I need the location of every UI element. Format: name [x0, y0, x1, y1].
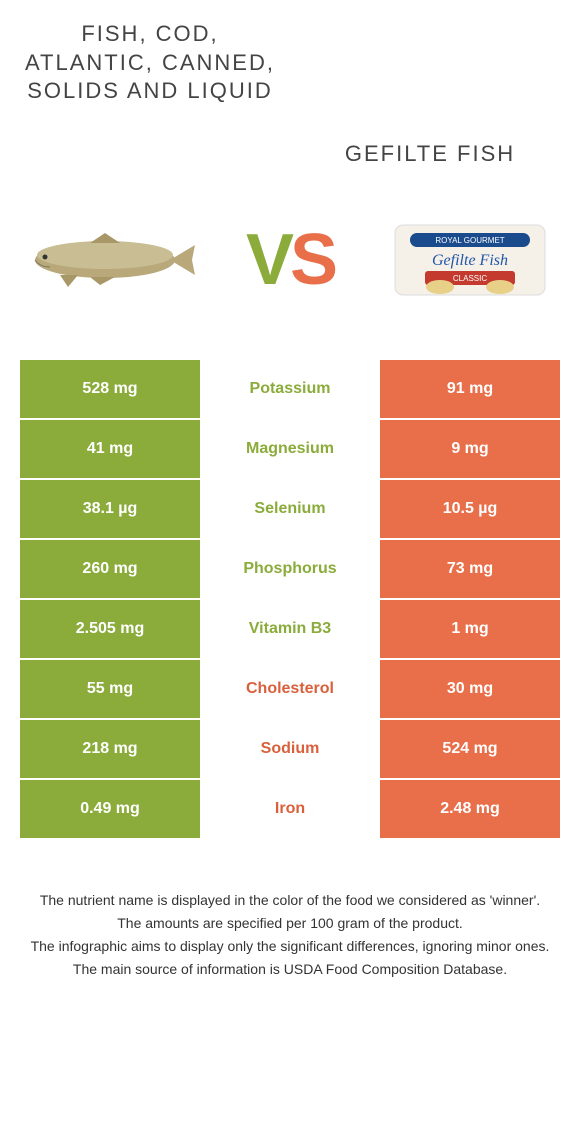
- table-row: 38.1 µgSelenium10.5 µg: [20, 480, 560, 540]
- right-food-title: Gefilte fish: [290, 20, 570, 169]
- images-row: VS ROYAL GOURMET Gefilte Fish CLASSIC: [0, 180, 580, 360]
- svg-text:CLASSIC: CLASSIC: [453, 274, 487, 283]
- right-value-cell: 91 mg: [380, 360, 560, 418]
- left-value-cell: 38.1 µg: [20, 480, 200, 538]
- left-food-title: Fish, cod, Atlantic, canned, solids and …: [10, 20, 290, 106]
- vs-v: V: [246, 219, 290, 301]
- left-value-cell: 55 mg: [20, 660, 200, 718]
- footer-notes: The nutrient name is displayed in the co…: [0, 840, 580, 1002]
- right-value-cell: 73 mg: [380, 540, 560, 598]
- right-value-cell: 524 mg: [380, 720, 560, 778]
- table-row: 55 mgCholesterol30 mg: [20, 660, 560, 720]
- left-value-cell: 0.49 mg: [20, 780, 200, 838]
- footer-line-1: The nutrient name is displayed in the co…: [20, 890, 560, 911]
- vs-s: S: [290, 219, 334, 301]
- left-value-cell: 260 mg: [20, 540, 200, 598]
- nutrient-cell: Iron: [200, 780, 380, 838]
- right-value-cell: 2.48 mg: [380, 780, 560, 838]
- header: Fish, cod, Atlantic, canned, solids and …: [0, 0, 580, 180]
- right-value-cell: 10.5 µg: [380, 480, 560, 538]
- vs-label: VS: [246, 219, 334, 301]
- nutrient-cell: Vitamin B3: [200, 600, 380, 658]
- nutrient-cell: Cholesterol: [200, 660, 380, 718]
- nutrient-cell: Phosphorus: [200, 540, 380, 598]
- left-value-cell: 218 mg: [20, 720, 200, 778]
- right-value-cell: 30 mg: [380, 660, 560, 718]
- comparison-table: 528 mgPotassium91 mg41 mgMagnesium9 mg38…: [20, 360, 560, 840]
- svg-text:ROYAL GOURMET: ROYAL GOURMET: [435, 236, 504, 245]
- cod-fish-icon: [20, 225, 200, 295]
- footer-line-3: The infographic aims to display only the…: [20, 936, 560, 957]
- gefilte-package-icon: ROYAL GOURMET Gefilte Fish CLASSIC: [390, 215, 550, 305]
- table-row: 528 mgPotassium91 mg: [20, 360, 560, 420]
- table-row: 218 mgSodium524 mg: [20, 720, 560, 780]
- table-row: 41 mgMagnesium9 mg: [20, 420, 560, 480]
- footer-line-4: The main source of information is USDA F…: [20, 959, 560, 980]
- left-value-cell: 528 mg: [20, 360, 200, 418]
- table-row: 0.49 mgIron2.48 mg: [20, 780, 560, 840]
- nutrient-cell: Sodium: [200, 720, 380, 778]
- nutrient-cell: Magnesium: [200, 420, 380, 478]
- left-value-cell: 2.505 mg: [20, 600, 200, 658]
- svg-text:Gefilte Fish: Gefilte Fish: [432, 252, 508, 269]
- nutrient-cell: Selenium: [200, 480, 380, 538]
- left-food-image: [20, 210, 200, 310]
- right-value-cell: 1 mg: [380, 600, 560, 658]
- header-left-col: Fish, cod, Atlantic, canned, solids and …: [10, 20, 290, 106]
- right-value-cell: 9 mg: [380, 420, 560, 478]
- left-value-cell: 41 mg: [20, 420, 200, 478]
- right-food-image: ROYAL GOURMET Gefilte Fish CLASSIC: [380, 210, 560, 310]
- nutrient-cell: Potassium: [200, 360, 380, 418]
- footer-line-2: The amounts are specified per 100 gram o…: [20, 913, 560, 934]
- header-right-col: Gefilte fish: [290, 20, 570, 169]
- table-row: 260 mgPhosphorus73 mg: [20, 540, 560, 600]
- table-row: 2.505 mgVitamin B31 mg: [20, 600, 560, 660]
